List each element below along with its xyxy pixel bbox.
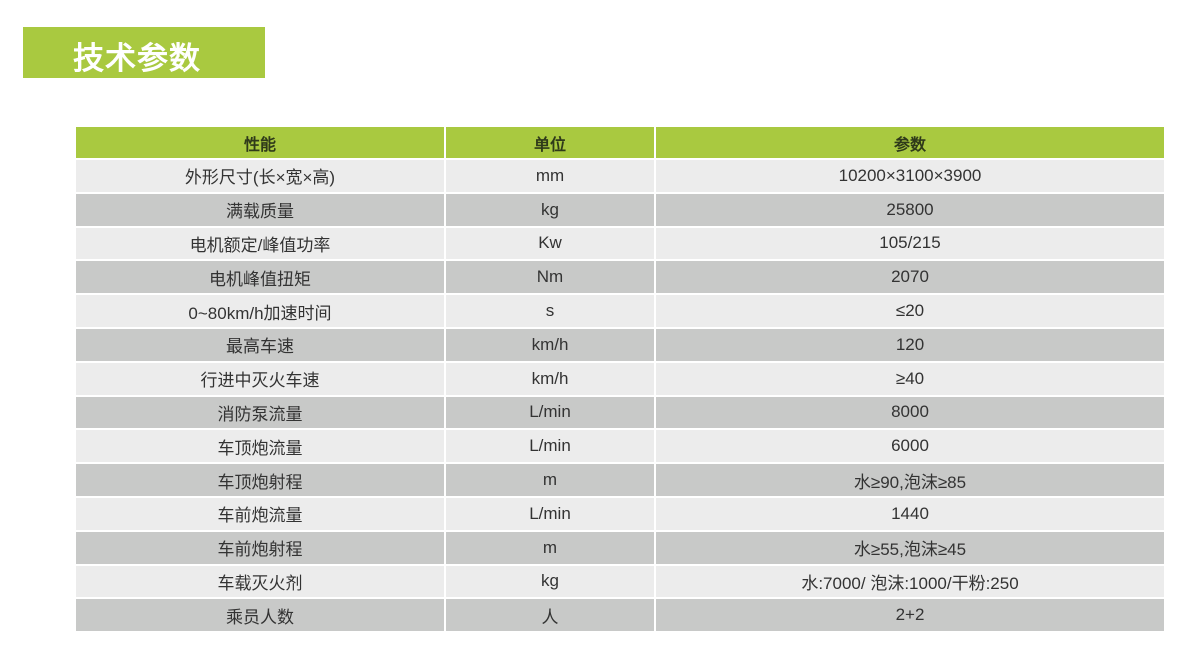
unit-cell: km/h [446,328,654,361]
unit-cell: Nm [446,261,654,294]
table-row: 车前炮射程 m 水≥55,泡沫≥45 [76,531,1164,564]
parameter-cell: 105/215 [656,227,1164,260]
section-title: 技术参数 [73,41,201,77]
unit-cell: L/min [446,396,654,429]
header-performance: 性能 [76,127,444,158]
table-row: 电机额定/峰值功率 Kw 105/215 [76,227,1164,260]
table-row: 车顶炮流量 L/min 6000 [76,430,1164,463]
performance-cell: 车前炮射程 [76,531,444,564]
performance-cell: 车顶炮射程 [76,464,444,496]
table-row: 电机峰值扭矩 Nm 2070 [76,261,1164,294]
parameter-cell: 2070 [656,261,1164,294]
parameter-cell: 水≥90,泡沫≥85 [656,464,1164,496]
performance-cell: 外形尺寸(长×宽×高) [76,160,444,192]
performance-cell: 行进中灭火车速 [76,362,444,395]
table-row: 外形尺寸(长×宽×高) mm 10200×3100×3900 [76,160,1164,192]
performance-cell: 车顶炮流量 [76,430,444,463]
header-parameter: 参数 [656,127,1164,158]
parameter-cell: 120 [656,328,1164,361]
table-row: 行进中灭火车速 km/h ≥40 [76,362,1164,395]
unit-cell: km/h [446,362,654,395]
table-row: 车顶炮射程 m 水≥90,泡沫≥85 [76,464,1164,496]
performance-cell: 电机峰值扭矩 [76,261,444,294]
performance-cell: 0~80km/h加速时间 [76,295,444,327]
performance-cell: 消防泵流量 [76,396,444,429]
unit-cell: m [446,531,654,564]
performance-cell: 车载灭火剂 [76,565,444,598]
table-row: 最高车速 km/h 120 [76,328,1164,361]
performance-cell: 电机额定/峰值功率 [76,227,444,260]
unit-cell: 人 [446,599,654,632]
unit-cell: m [446,464,654,496]
unit-cell: L/min [446,430,654,463]
parameter-cell: 25800 [656,193,1164,226]
table-row: 满载质量 kg 25800 [76,193,1164,226]
table-row: 消防泵流量 L/min 8000 [76,396,1164,429]
table-row: 车载灭火剂 kg 水:7000/ 泡沫:1000/干粉:250 [76,565,1164,598]
table-header-row: 性能 单位 参数 [76,127,1164,158]
unit-cell: kg [446,193,654,226]
parameter-cell: 水≥55,泡沫≥45 [656,531,1164,564]
parameter-cell: 水:7000/ 泡沫:1000/干粉:250 [656,565,1164,598]
table-row: 0~80km/h加速时间 s ≤20 [76,295,1164,327]
unit-cell: s [446,295,654,327]
section-title-banner: 技术参数 [23,27,265,78]
parameter-cell: ≥40 [656,362,1164,395]
performance-cell: 最高车速 [76,328,444,361]
parameter-cell: 10200×3100×3900 [656,160,1164,192]
parameter-cell: 8000 [656,396,1164,429]
unit-cell: Kw [446,227,654,260]
performance-cell: 满载质量 [76,193,444,226]
parameter-cell: 2+2 [656,599,1164,632]
parameter-cell: 6000 [656,430,1164,463]
header-unit: 单位 [446,127,654,158]
table-row: 乘员人数人 2+2 [76,599,1164,632]
parameter-cell: ≤20 [656,295,1164,327]
unit-cell: mm [446,160,654,192]
performance-cell: 乘员人数 [76,599,444,632]
unit-cell: kg [446,565,654,598]
performance-cell: 车前炮流量 [76,497,444,530]
spec-table: 性能 单位 参数 外形尺寸(长×宽×高) mm 10200×3100×3900 满载质… [74,125,1166,633]
table-row: 车前炮流量 L/min 1440 [76,497,1164,530]
unit-cell: L/min [446,497,654,530]
parameter-cell: 1440 [656,497,1164,530]
